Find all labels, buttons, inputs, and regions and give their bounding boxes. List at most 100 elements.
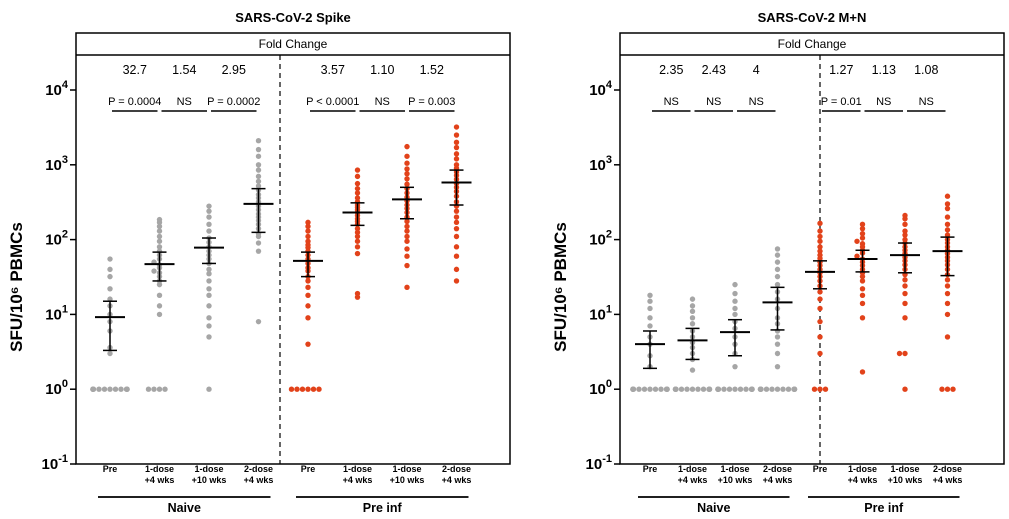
- comparison-label: P = 0.003: [408, 96, 455, 108]
- data-point: [672, 386, 679, 392]
- data-point: [647, 323, 653, 329]
- data-point: [859, 225, 866, 232]
- data-point: [255, 153, 262, 159]
- data-point: [206, 228, 212, 234]
- data-point: [107, 266, 113, 273]
- data-point: [404, 238, 410, 244]
- data-point: [453, 208, 460, 214]
- data-point: [156, 303, 163, 309]
- data-point: [305, 303, 311, 309]
- data-point: [404, 176, 410, 182]
- data-point: [305, 386, 311, 392]
- chart-title: SARS-CoV-2 M+N: [758, 10, 867, 25]
- data-point: [156, 216, 163, 223]
- data-point: [118, 386, 124, 392]
- data-point: [404, 262, 410, 269]
- x-tick-label: Pre: [301, 464, 316, 474]
- data-point: [316, 386, 322, 392]
- data-point: [749, 386, 755, 392]
- data-point: [354, 233, 361, 240]
- fold-change-value: 1.10: [370, 63, 394, 77]
- data-point: [732, 386, 738, 392]
- data-point: [774, 259, 781, 265]
- data-point: [944, 214, 951, 220]
- data-point: [859, 315, 866, 321]
- data-point: [902, 283, 908, 289]
- data-point: [658, 386, 664, 392]
- data-point: [647, 305, 653, 312]
- data-point: [859, 300, 866, 307]
- data-point: [774, 341, 781, 347]
- data-point: [944, 277, 951, 283]
- comparison-label: P = 0.01: [821, 96, 862, 108]
- chart-title: SARS-CoV-2 Spike: [235, 10, 351, 25]
- data-point: [255, 137, 262, 144]
- data-point: [859, 286, 866, 292]
- data-point: [156, 244, 163, 250]
- data-point: [404, 228, 410, 234]
- data-point: [859, 235, 866, 241]
- data-point: [206, 334, 212, 340]
- y-tick-label: 104: [45, 79, 69, 99]
- data-point: [859, 369, 866, 375]
- data-point: [354, 173, 361, 180]
- data-point: [732, 311, 738, 318]
- data-point: [354, 195, 361, 201]
- data-point: [404, 233, 410, 240]
- data-point: [902, 212, 908, 219]
- fold-change-value: 2.35: [659, 63, 683, 77]
- x-tick-label: 2-dose: [933, 464, 962, 474]
- data-point: [817, 334, 823, 340]
- data-point: [774, 252, 781, 258]
- data-point: [769, 386, 775, 392]
- data-point: [689, 315, 696, 321]
- data-point: [700, 386, 707, 392]
- data-point: [817, 233, 823, 240]
- data-point: [354, 290, 361, 297]
- data-point: [689, 296, 696, 302]
- fold-change-value: 2.95: [222, 63, 246, 77]
- data-point: [453, 278, 460, 284]
- data-point: [305, 219, 311, 226]
- data-point: [255, 173, 262, 180]
- y-tick-label: 101: [589, 303, 612, 323]
- data-point: [950, 386, 956, 392]
- data-point: [255, 240, 262, 246]
- data-point: [310, 386, 317, 392]
- data-point: [206, 214, 212, 220]
- x-tick-label: 2-dose: [442, 464, 471, 474]
- data-point: [732, 305, 738, 312]
- data-point: [354, 250, 361, 257]
- data-point: [156, 311, 163, 318]
- data-point: [305, 238, 311, 244]
- x-tick-label: 2-dose: [763, 464, 792, 474]
- comparison-label: NS: [375, 96, 390, 108]
- data-point: [206, 266, 212, 273]
- data-point: [647, 298, 653, 304]
- data-point: [255, 318, 262, 325]
- data-point: [774, 350, 781, 357]
- data-point: [124, 386, 130, 392]
- data-point: [902, 290, 908, 297]
- fold-change-label: Fold Change: [778, 37, 847, 51]
- comparison-label: NS: [664, 96, 679, 108]
- y-axis-label: SFU/10⁶ PBMCs: [7, 222, 26, 352]
- data-point: [902, 232, 908, 238]
- data-point: [774, 273, 781, 280]
- data-point: [354, 180, 361, 187]
- fold-change-label: Fold Change: [259, 37, 328, 51]
- data-point: [695, 386, 701, 392]
- data-point: [96, 386, 102, 392]
- data-point: [721, 386, 727, 392]
- x-tick-label: +10 wks: [192, 475, 227, 485]
- data-point: [774, 281, 781, 288]
- data-point: [896, 350, 903, 357]
- x-tick-label: +4 wks: [145, 475, 175, 485]
- data-point: [859, 273, 866, 280]
- data-point: [206, 208, 212, 214]
- data-point: [811, 386, 818, 392]
- data-point: [305, 223, 311, 230]
- y-tick-label: 104: [589, 79, 613, 99]
- data-point: [107, 386, 113, 392]
